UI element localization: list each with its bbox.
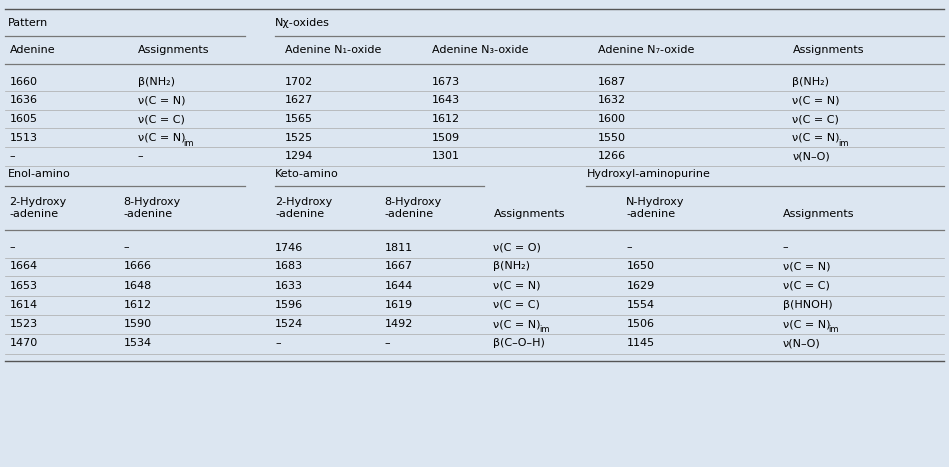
Text: 1525: 1525: [285, 133, 313, 143]
Text: Hydroxyl-aminopurine: Hydroxyl-aminopurine: [586, 169, 711, 179]
Text: 1509: 1509: [432, 133, 460, 143]
Text: 1534: 1534: [123, 338, 152, 348]
Text: 1614: 1614: [9, 300, 38, 310]
Text: ν(C = N): ν(C = N): [792, 133, 840, 143]
Text: 1145: 1145: [626, 338, 655, 348]
Text: ν(C = N): ν(C = N): [792, 95, 840, 106]
Text: ν(C = N): ν(C = N): [783, 319, 830, 329]
Text: Assignments: Assignments: [783, 209, 854, 219]
Text: Adenine: Adenine: [9, 45, 55, 55]
Text: ν(C = O): ν(C = O): [493, 242, 541, 253]
Text: 1513: 1513: [9, 133, 38, 143]
Text: Assignments: Assignments: [493, 209, 565, 219]
Text: Nχ-oxides: Nχ-oxides: [275, 18, 330, 28]
Text: ν(C = N): ν(C = N): [138, 95, 185, 106]
Text: 1619: 1619: [384, 300, 413, 310]
Text: Adenine N₁-oxide: Adenine N₁-oxide: [285, 45, 381, 55]
Text: 1629: 1629: [626, 281, 655, 291]
Text: –: –: [9, 151, 15, 162]
Text: 1636: 1636: [9, 95, 38, 106]
Text: β(NH₂): β(NH₂): [493, 261, 530, 271]
Text: Pattern: Pattern: [8, 18, 47, 28]
Text: –: –: [138, 151, 143, 162]
Text: -adenine: -adenine: [384, 209, 434, 219]
Text: β(NH₂): β(NH₂): [792, 77, 829, 87]
Text: 1683: 1683: [275, 261, 304, 271]
Text: 1660: 1660: [9, 77, 38, 87]
Text: 1648: 1648: [123, 281, 152, 291]
Text: ν(C = N): ν(C = N): [138, 133, 185, 143]
Text: 1596: 1596: [275, 300, 304, 310]
Text: Adenine N₇-oxide: Adenine N₇-oxide: [598, 45, 695, 55]
Text: -adenine: -adenine: [626, 209, 676, 219]
Text: 1554: 1554: [626, 300, 655, 310]
Text: 1667: 1667: [384, 261, 413, 271]
Text: β(HNOH): β(HNOH): [783, 300, 832, 310]
Text: Keto-amino: Keto-amino: [275, 169, 339, 179]
Text: Adenine N₃-oxide: Adenine N₃-oxide: [432, 45, 529, 55]
Text: ν(N–O): ν(N–O): [792, 151, 830, 162]
Text: 1811: 1811: [384, 242, 413, 253]
Text: ν(C = C): ν(C = C): [138, 114, 184, 124]
Text: Assignments: Assignments: [792, 45, 864, 55]
Text: –: –: [384, 338, 390, 348]
Text: 8-Hydroxy: 8-Hydroxy: [123, 197, 180, 207]
Text: Assignments: Assignments: [138, 45, 209, 55]
Text: β(NH₂): β(NH₂): [138, 77, 175, 87]
Text: ν(C = N): ν(C = N): [493, 281, 541, 291]
Text: im: im: [539, 325, 549, 334]
Text: 1746: 1746: [275, 242, 304, 253]
Text: N-Hydroxy: N-Hydroxy: [626, 197, 685, 207]
Text: 1644: 1644: [384, 281, 413, 291]
Text: -adenine: -adenine: [9, 209, 59, 219]
Text: 1506: 1506: [626, 319, 655, 329]
Text: ν(C = N): ν(C = N): [493, 319, 541, 329]
Text: –: –: [783, 242, 789, 253]
Text: 8-Hydroxy: 8-Hydroxy: [384, 197, 441, 207]
Text: 1653: 1653: [9, 281, 38, 291]
Text: 1600: 1600: [598, 114, 626, 124]
Text: 1666: 1666: [123, 261, 152, 271]
Text: 1633: 1633: [275, 281, 304, 291]
Text: -adenine: -adenine: [275, 209, 325, 219]
Text: 1565: 1565: [285, 114, 313, 124]
Text: –: –: [626, 242, 632, 253]
Text: im: im: [183, 139, 194, 148]
Text: 1301: 1301: [432, 151, 460, 162]
Text: 1550: 1550: [598, 133, 626, 143]
Text: 1492: 1492: [384, 319, 413, 329]
Text: –: –: [9, 242, 15, 253]
Text: 2-Hydroxy: 2-Hydroxy: [9, 197, 66, 207]
Text: 1643: 1643: [432, 95, 460, 106]
Text: ν(C = C): ν(C = C): [792, 114, 839, 124]
Text: 1650: 1650: [626, 261, 655, 271]
Text: Enol-amino: Enol-amino: [8, 169, 70, 179]
Text: β(C–O–H): β(C–O–H): [493, 338, 546, 348]
Text: 1605: 1605: [9, 114, 38, 124]
Text: 1470: 1470: [9, 338, 38, 348]
Text: ν(C = C): ν(C = C): [493, 300, 540, 310]
Text: 1590: 1590: [123, 319, 152, 329]
Text: 1612: 1612: [123, 300, 152, 310]
Text: 1687: 1687: [598, 77, 626, 87]
Text: 1523: 1523: [9, 319, 38, 329]
Text: 1294: 1294: [285, 151, 313, 162]
Text: ν(C = C): ν(C = C): [783, 281, 829, 291]
Text: 1702: 1702: [285, 77, 313, 87]
Text: 2-Hydroxy: 2-Hydroxy: [275, 197, 332, 207]
Text: im: im: [828, 325, 839, 334]
Text: 1627: 1627: [285, 95, 313, 106]
Text: im: im: [838, 139, 848, 148]
Text: –: –: [123, 242, 129, 253]
Text: 1612: 1612: [432, 114, 460, 124]
Text: 1632: 1632: [598, 95, 626, 106]
Text: ν(N–O): ν(N–O): [783, 338, 821, 348]
Text: ν(C = N): ν(C = N): [783, 261, 830, 271]
Text: 1673: 1673: [432, 77, 460, 87]
Text: 1266: 1266: [598, 151, 626, 162]
Text: -adenine: -adenine: [123, 209, 173, 219]
Text: 1664: 1664: [9, 261, 38, 271]
Text: –: –: [275, 338, 281, 348]
Text: 1524: 1524: [275, 319, 304, 329]
